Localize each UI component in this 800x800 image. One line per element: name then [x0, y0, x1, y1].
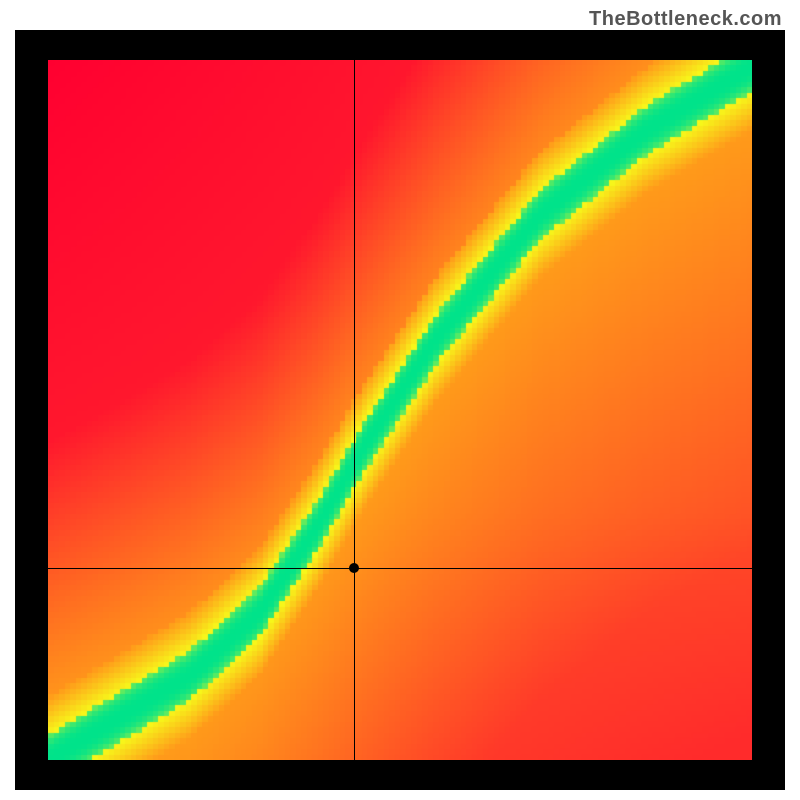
crosshair-horizontal [48, 568, 752, 569]
plot-area [48, 60, 752, 760]
plot-black-frame [15, 30, 785, 790]
bottleneck-heatmap [48, 60, 752, 760]
crosshair-vertical [354, 60, 355, 760]
figure-container: TheBottleneck.com [0, 0, 800, 800]
watermark-text: TheBottleneck.com [589, 8, 782, 31]
operating-point-marker [349, 563, 359, 573]
